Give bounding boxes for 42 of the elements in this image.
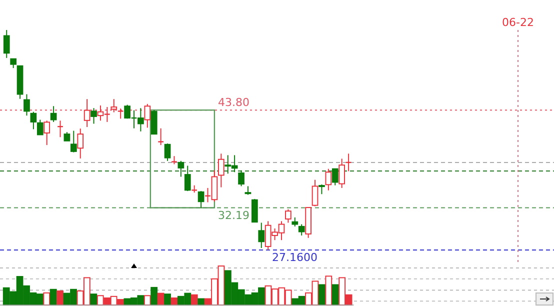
candlestick — [238, 170, 244, 187]
text: 27.1600 — [272, 251, 318, 264]
candlestick — [338, 158, 346, 188]
annotation: 32.19 — [218, 208, 250, 222]
candlestick — [332, 168, 338, 186]
candlestick — [218, 153, 224, 188]
candlestick — [285, 208, 292, 224]
candlestick — [150, 110, 158, 135]
candlestick — [144, 103, 151, 128]
candlestick — [318, 184, 325, 195]
candlestick — [10, 58, 17, 69]
candlestick — [70, 130, 77, 153]
candlestick — [110, 98, 118, 113]
candlestick — [292, 216, 298, 227]
candlestick — [158, 128, 164, 146]
annotation: 43.80 — [218, 96, 250, 110]
candlestick — [30, 111, 37, 130]
candlestick — [298, 224, 305, 236]
bar — [332, 284, 339, 306]
candlestick — [184, 165, 191, 192]
bar — [318, 284, 326, 306]
candlestick — [24, 94, 30, 116]
candlestick — [251, 198, 258, 223]
bar — [164, 294, 171, 306]
candlestick — [312, 179, 318, 207]
candlestick — [117, 108, 124, 120]
candlestick — [164, 143, 171, 162]
candlestick — [84, 98, 90, 128]
candlestick — [258, 222, 265, 249]
candlestick — [36, 119, 44, 136]
text: 06-22 — [502, 16, 534, 29]
candlestick — [77, 128, 84, 159]
bar — [90, 294, 98, 306]
candlestick — [198, 190, 204, 208]
candlestick — [90, 108, 97, 124]
candlestick — [178, 160, 184, 178]
bar — [150, 286, 158, 306]
candlestick — [3, 30, 10, 58]
bar — [56, 290, 64, 306]
candlestick — [44, 120, 50, 146]
candlestick — [325, 168, 332, 191]
candlestick — [50, 106, 57, 122]
